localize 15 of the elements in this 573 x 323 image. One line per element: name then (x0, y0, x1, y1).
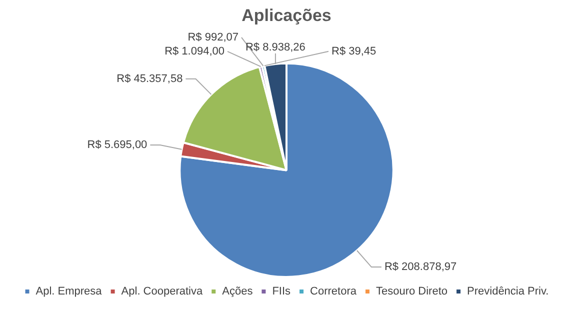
data-label: R$ 208.878,97 (384, 261, 457, 274)
legend-label: Corretora (310, 286, 358, 298)
legend-label: Tesouro Direto (376, 286, 448, 298)
chart-title: Aplicações (242, 6, 332, 25)
legend-label: Apl. Cooperativa (121, 286, 204, 298)
legend-label: Apl. Empresa (36, 286, 103, 298)
legend-label: FIIs (272, 286, 292, 298)
data-label: R$ 1.094,00 (164, 45, 224, 58)
legend-label: Previdência Priv. (467, 286, 549, 298)
legend-label: Ações (222, 286, 254, 298)
data-label: R$ 992,07 (188, 31, 238, 44)
data-label: R$ 8.938,26 (245, 41, 306, 54)
data-label: R$ 45.357,58 (116, 72, 183, 85)
data-label: R$ 5.695,00 (87, 139, 148, 152)
data-label: R$ 39,45 (332, 45, 376, 58)
